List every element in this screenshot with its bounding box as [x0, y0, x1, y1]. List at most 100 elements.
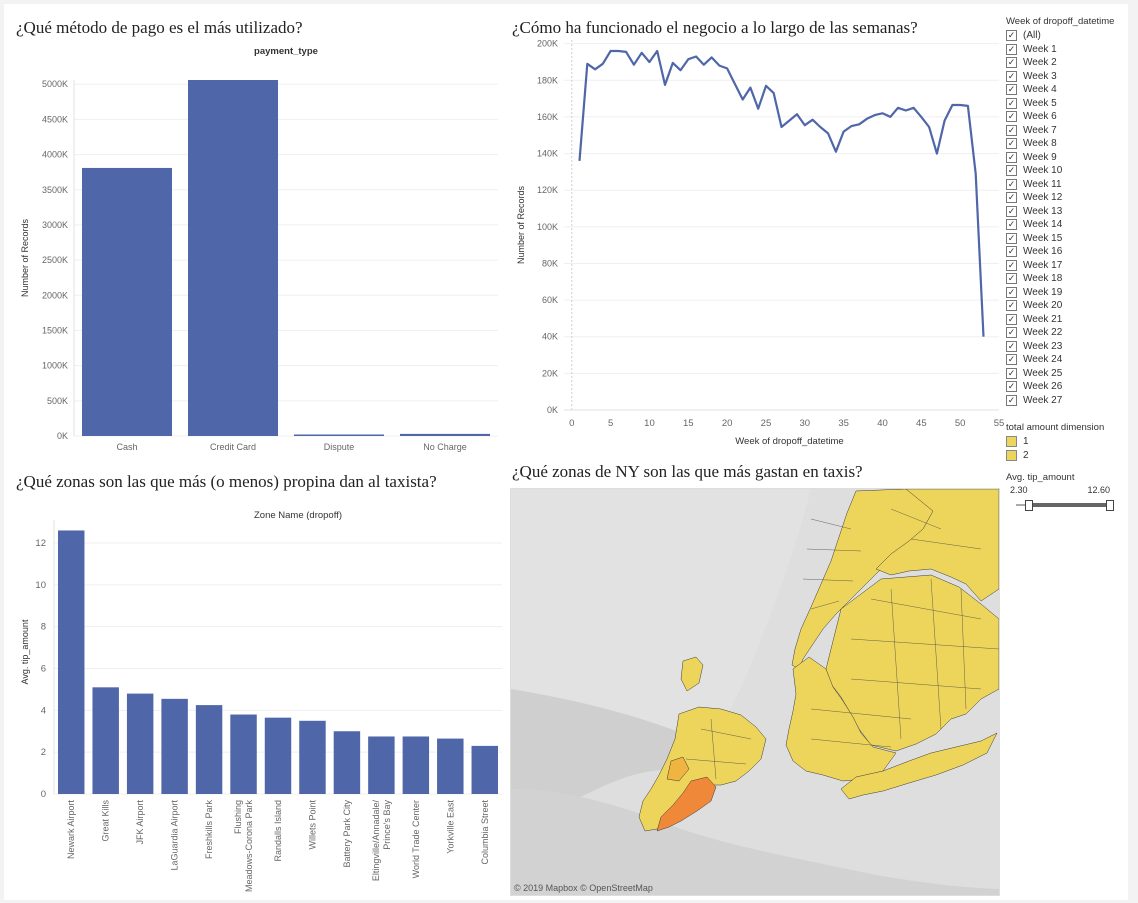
payment-x-tick: No Charge — [423, 442, 467, 452]
tips-bar-jfk-airport[interactable] — [126, 693, 154, 794]
checkbox-checked-icon[interactable]: ✓ — [1006, 151, 1017, 163]
amount-legend-item[interactable]: 2 — [1006, 449, 1132, 463]
newark-airport-zone[interactable] — [680, 656, 704, 692]
week-filter-list[interactable]: ✓ (All) ✓ Week 1 ✓ Week 2 ✓ Week 3 ✓ Week 4 ✓ Week … — [1006, 29, 1132, 412]
weekly-x-tick: 30 — [800, 418, 811, 429]
tip-range-slider[interactable] — [1006, 497, 1118, 513]
payment-bar-cash[interactable] — [82, 167, 172, 437]
week-filter-label: Week 27 — [1023, 394, 1063, 406]
tips-bar-battery-park-city[interactable] — [333, 731, 361, 794]
checkbox-checked-icon[interactable]: ✓ — [1006, 43, 1017, 55]
week-filter-label: Week 11 — [1023, 178, 1062, 190]
week-filter-label: Week 17 — [1023, 259, 1063, 271]
tips-bar-freshkills-park[interactable] — [195, 705, 223, 794]
payment-y-tick: 2000K — [42, 290, 68, 300]
payment-bar-dispute[interactable] — [294, 434, 384, 437]
week-filter-item[interactable]: ✓ Week 26 — [1006, 380, 1132, 394]
ny-zones-map[interactable]: © 2019 Mapbox © OpenStreetMap — [510, 488, 1000, 896]
payment-y-tick: 2500K — [42, 255, 68, 265]
tips-bar-randalls-island[interactable] — [264, 717, 292, 794]
week-filter-item[interactable]: ✓ Week 17 — [1006, 259, 1132, 273]
week-filter-item[interactable]: ✓ Week 21 — [1006, 313, 1132, 327]
week-filter-item[interactable]: ✓ Week 5 — [1006, 97, 1132, 111]
tips-bar-newark-airport[interactable] — [58, 530, 85, 794]
checkbox-checked-icon[interactable]: ✓ — [1006, 138, 1017, 150]
week-filter-item[interactable]: ✓ Week 3 — [1006, 70, 1132, 84]
checkbox-checked-icon[interactable]: ✓ — [1006, 327, 1017, 339]
tips-y-tick: 12 — [35, 538, 46, 549]
checkbox-checked-icon[interactable]: ✓ — [1006, 367, 1017, 379]
checkbox-checked-icon[interactable]: ✓ — [1006, 111, 1017, 123]
checkbox-checked-icon[interactable]: ✓ — [1006, 273, 1017, 285]
week-filter-item[interactable]: ✓ Week 1 — [1006, 43, 1132, 57]
week-filter-item[interactable]: ✓ Week 19 — [1006, 286, 1132, 300]
week-filter-item[interactable]: ✓ Week 27 — [1006, 394, 1132, 408]
weekly-x-tick: 0 — [569, 418, 574, 429]
payment-bar-no-charge[interactable] — [400, 433, 490, 436]
tips-bar-columbia-street[interactable] — [471, 745, 498, 794]
tips-bar-yorkville-east[interactable] — [437, 738, 464, 794]
week-filter-item[interactable]: ✓ Week 25 — [1006, 367, 1132, 381]
checkbox-checked-icon[interactable]: ✓ — [1006, 124, 1017, 136]
week-filter-item[interactable]: ✓ Week 22 — [1006, 326, 1132, 340]
checkbox-checked-icon[interactable]: ✓ — [1006, 246, 1017, 258]
weekly-series-line[interactable] — [578, 49, 985, 337]
week-filter-item[interactable]: ✓ Week 11 — [1006, 178, 1132, 192]
week-filter-item[interactable]: ✓ Week 7 — [1006, 124, 1132, 138]
slider-fill — [1028, 503, 1108, 507]
checkbox-checked-icon[interactable]: ✓ — [1006, 165, 1017, 177]
checkbox-checked-icon[interactable]: ✓ — [1006, 30, 1017, 42]
week-filter-item[interactable]: ✓ Week 23 — [1006, 340, 1132, 354]
tips-bar-world-trade-center[interactable] — [402, 736, 430, 794]
week-filter-item[interactable]: ✓ Week 6 — [1006, 110, 1132, 124]
rockaway-zone[interactable] — [840, 732, 998, 800]
tips-x-tick: Meadows-Corona Park — [244, 800, 254, 893]
queens-zone[interactable] — [825, 574, 999, 752]
week-filter-item[interactable]: ✓ Week 8 — [1006, 137, 1132, 151]
checkbox-checked-icon[interactable]: ✓ — [1006, 219, 1017, 231]
checkbox-checked-icon[interactable]: ✓ — [1006, 394, 1017, 406]
week-filter-item[interactable]: ✓ Week 16 — [1006, 245, 1132, 259]
tips-bar-laguardia-airport[interactable] — [161, 698, 188, 794]
week-filter-item[interactable]: ✓ Week 15 — [1006, 232, 1132, 246]
staten-island-zone-mid[interactable] — [666, 756, 690, 782]
tips-bar-great-kills[interactable] — [92, 687, 119, 794]
checkbox-checked-icon[interactable]: ✓ — [1006, 354, 1017, 366]
week-filter-item[interactable]: ✓ Week 24 — [1006, 353, 1132, 367]
checkbox-checked-icon[interactable]: ✓ — [1006, 205, 1017, 217]
checkbox-checked-icon[interactable]: ✓ — [1006, 70, 1017, 82]
bronx-zone[interactable] — [875, 489, 999, 602]
week-filter-item[interactable]: ✓ Week 20 — [1006, 299, 1132, 313]
week-filter-item[interactable]: ✓ Week 10 — [1006, 164, 1132, 178]
checkbox-checked-icon[interactable]: ✓ — [1006, 232, 1017, 244]
checkbox-checked-icon[interactable]: ✓ — [1006, 340, 1017, 352]
week-filter-item[interactable]: ✓ Week 13 — [1006, 205, 1132, 219]
week-filter-item[interactable]: ✓ Week 2 — [1006, 56, 1132, 70]
week-filter-item[interactable]: ✓ Week 9 — [1006, 151, 1132, 165]
week-filter-item[interactable]: ✓ Week 18 — [1006, 272, 1132, 286]
checkbox-checked-icon[interactable]: ✓ — [1006, 300, 1017, 312]
checkbox-checked-icon[interactable]: ✓ — [1006, 97, 1017, 109]
week-filter-item[interactable]: ✓ Week 4 — [1006, 83, 1132, 97]
checkbox-checked-icon[interactable]: ✓ — [1006, 178, 1017, 190]
tips-bar-willets-point[interactable] — [299, 720, 326, 794]
checkbox-checked-icon[interactable]: ✓ — [1006, 259, 1017, 271]
checkbox-checked-icon[interactable]: ✓ — [1006, 84, 1017, 96]
week-filter-item[interactable]: ✓ Week 14 — [1006, 218, 1132, 232]
tips-bar-flushing-meadows-corona-park[interactable] — [230, 714, 257, 794]
checkbox-checked-icon[interactable]: ✓ — [1006, 381, 1017, 393]
week-filter-item[interactable]: ✓ Week 12 — [1006, 191, 1132, 205]
week-filter-item[interactable]: ✓ (All) — [1006, 29, 1132, 43]
slider-max-handle[interactable] — [1106, 500, 1114, 511]
week-filter-label: Week 3 — [1023, 70, 1057, 82]
slider-min-handle[interactable] — [1025, 500, 1033, 511]
payment-y-tick: 0K — [57, 431, 68, 441]
checkbox-checked-icon[interactable]: ✓ — [1006, 192, 1017, 204]
checkbox-checked-icon[interactable]: ✓ — [1006, 57, 1017, 69]
checkbox-checked-icon[interactable]: ✓ — [1006, 313, 1017, 325]
checkbox-checked-icon[interactable]: ✓ — [1006, 286, 1017, 298]
amount-legend-item[interactable]: 1 — [1006, 435, 1132, 449]
great-kills-zone-high[interactable] — [656, 776, 717, 832]
payment-bar-credit-card[interactable] — [188, 80, 278, 436]
tips-bar-eltingville-annadale-prince-s-bay[interactable] — [368, 736, 395, 794]
